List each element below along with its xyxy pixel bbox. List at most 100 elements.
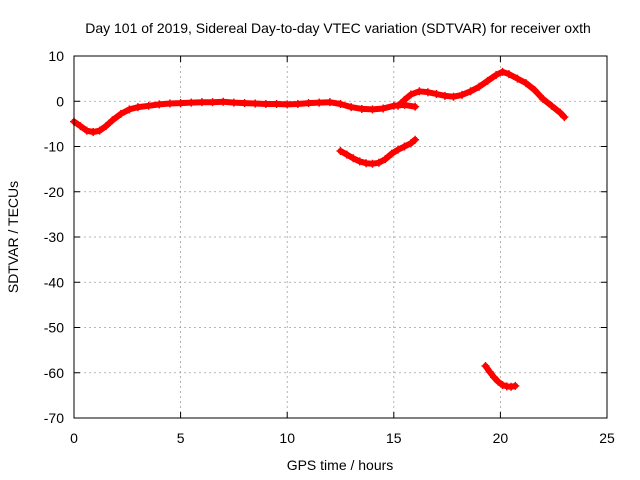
data-point [368, 159, 377, 168]
data-point [336, 99, 345, 108]
tick-layer: 0 5 10 15 20 25 -70 -60 -50 -40 -30 -20 -10 0 10 [44, 48, 615, 446]
data-point [197, 98, 206, 107]
data-point [379, 104, 388, 113]
data-point [355, 157, 364, 166]
data-point [187, 98, 196, 107]
data-point [400, 95, 409, 104]
data-point [155, 100, 164, 109]
data-point [116, 109, 125, 118]
data-point [261, 99, 270, 108]
data-point [304, 99, 313, 108]
y-tick-label: -10 [44, 139, 64, 155]
x-tick-label: 5 [177, 430, 185, 446]
data-point [485, 367, 494, 376]
data-point [125, 105, 134, 114]
data-point [481, 361, 490, 370]
series-band [395, 68, 568, 121]
data-point [95, 126, 104, 135]
data-point [251, 99, 260, 108]
data-point [521, 79, 530, 88]
y-tick-label: -40 [44, 274, 64, 290]
data-point [494, 377, 503, 386]
data-point [349, 154, 358, 163]
y-tick-label: 0 [56, 93, 64, 109]
data-point [511, 381, 520, 390]
series-lower-arc [336, 135, 420, 168]
x-tick-label: 20 [493, 430, 509, 446]
data-point [272, 99, 281, 108]
data-point [357, 104, 366, 113]
data-point [400, 142, 409, 151]
series-main-track [70, 97, 420, 137]
x-tick-label: 25 [599, 430, 615, 446]
data-point [530, 85, 539, 94]
data-point [411, 102, 420, 111]
data-point [293, 99, 302, 108]
data-point [394, 101, 403, 110]
data-point [492, 71, 501, 80]
series-layer [70, 67, 569, 391]
data-point [449, 92, 458, 101]
data-point [466, 87, 475, 96]
data-point [381, 155, 390, 164]
data-point [240, 99, 249, 108]
data-point [498, 67, 507, 76]
data-point [415, 87, 424, 96]
x-tick-label: 0 [70, 430, 78, 446]
data-point [76, 122, 85, 131]
data-point [432, 90, 441, 99]
data-point [208, 98, 217, 107]
data-point [368, 105, 377, 114]
data-point [219, 97, 228, 106]
data-point [475, 82, 484, 91]
data-point [411, 135, 420, 144]
x-tick-label: 15 [386, 430, 402, 446]
y-tick-label: -70 [44, 410, 64, 426]
data-point [283, 100, 292, 109]
data-point [176, 99, 185, 108]
data-point [336, 147, 345, 156]
data-point [513, 74, 522, 83]
data-point [423, 88, 432, 97]
y-tick-label: -60 [44, 365, 64, 381]
data-point [394, 145, 403, 154]
data-point [498, 380, 507, 389]
x-axis-label: GPS time / hours [287, 457, 394, 473]
y-tick-label: -50 [44, 320, 64, 336]
data-point [504, 70, 513, 79]
data-point [547, 101, 556, 110]
data-point [315, 98, 324, 107]
data-point [165, 99, 174, 108]
data-point [490, 373, 499, 382]
data-point [556, 108, 565, 117]
y-tick-label: -20 [44, 184, 64, 200]
data-point [325, 98, 334, 107]
data-point [440, 91, 449, 100]
data-point [539, 94, 548, 103]
chart-title: Day 101 of 2019, Sidereal Day-to-day VTE… [85, 20, 591, 36]
data-point [229, 98, 238, 107]
data-point [406, 90, 415, 99]
y-axis-label: SDTVAR / TECUs [5, 181, 21, 293]
data-point [101, 122, 110, 131]
data-point [89, 128, 98, 137]
data-point [144, 101, 153, 110]
data-point [507, 382, 516, 391]
data-point [560, 113, 569, 122]
data-point [458, 90, 467, 99]
data-point [82, 126, 91, 135]
y-tick-label: -30 [44, 229, 64, 245]
data-point [483, 76, 492, 85]
data-point [374, 158, 383, 167]
series-deep-arc [481, 361, 520, 391]
series-late-track [394, 67, 569, 122]
data-point [347, 103, 356, 112]
data-point [342, 150, 351, 159]
data-point [133, 103, 142, 112]
y-tick-label: 10 [48, 48, 64, 64]
data-point [108, 116, 117, 125]
x-tick-label: 10 [279, 430, 295, 446]
data-point [406, 139, 415, 148]
data-point [387, 149, 396, 158]
